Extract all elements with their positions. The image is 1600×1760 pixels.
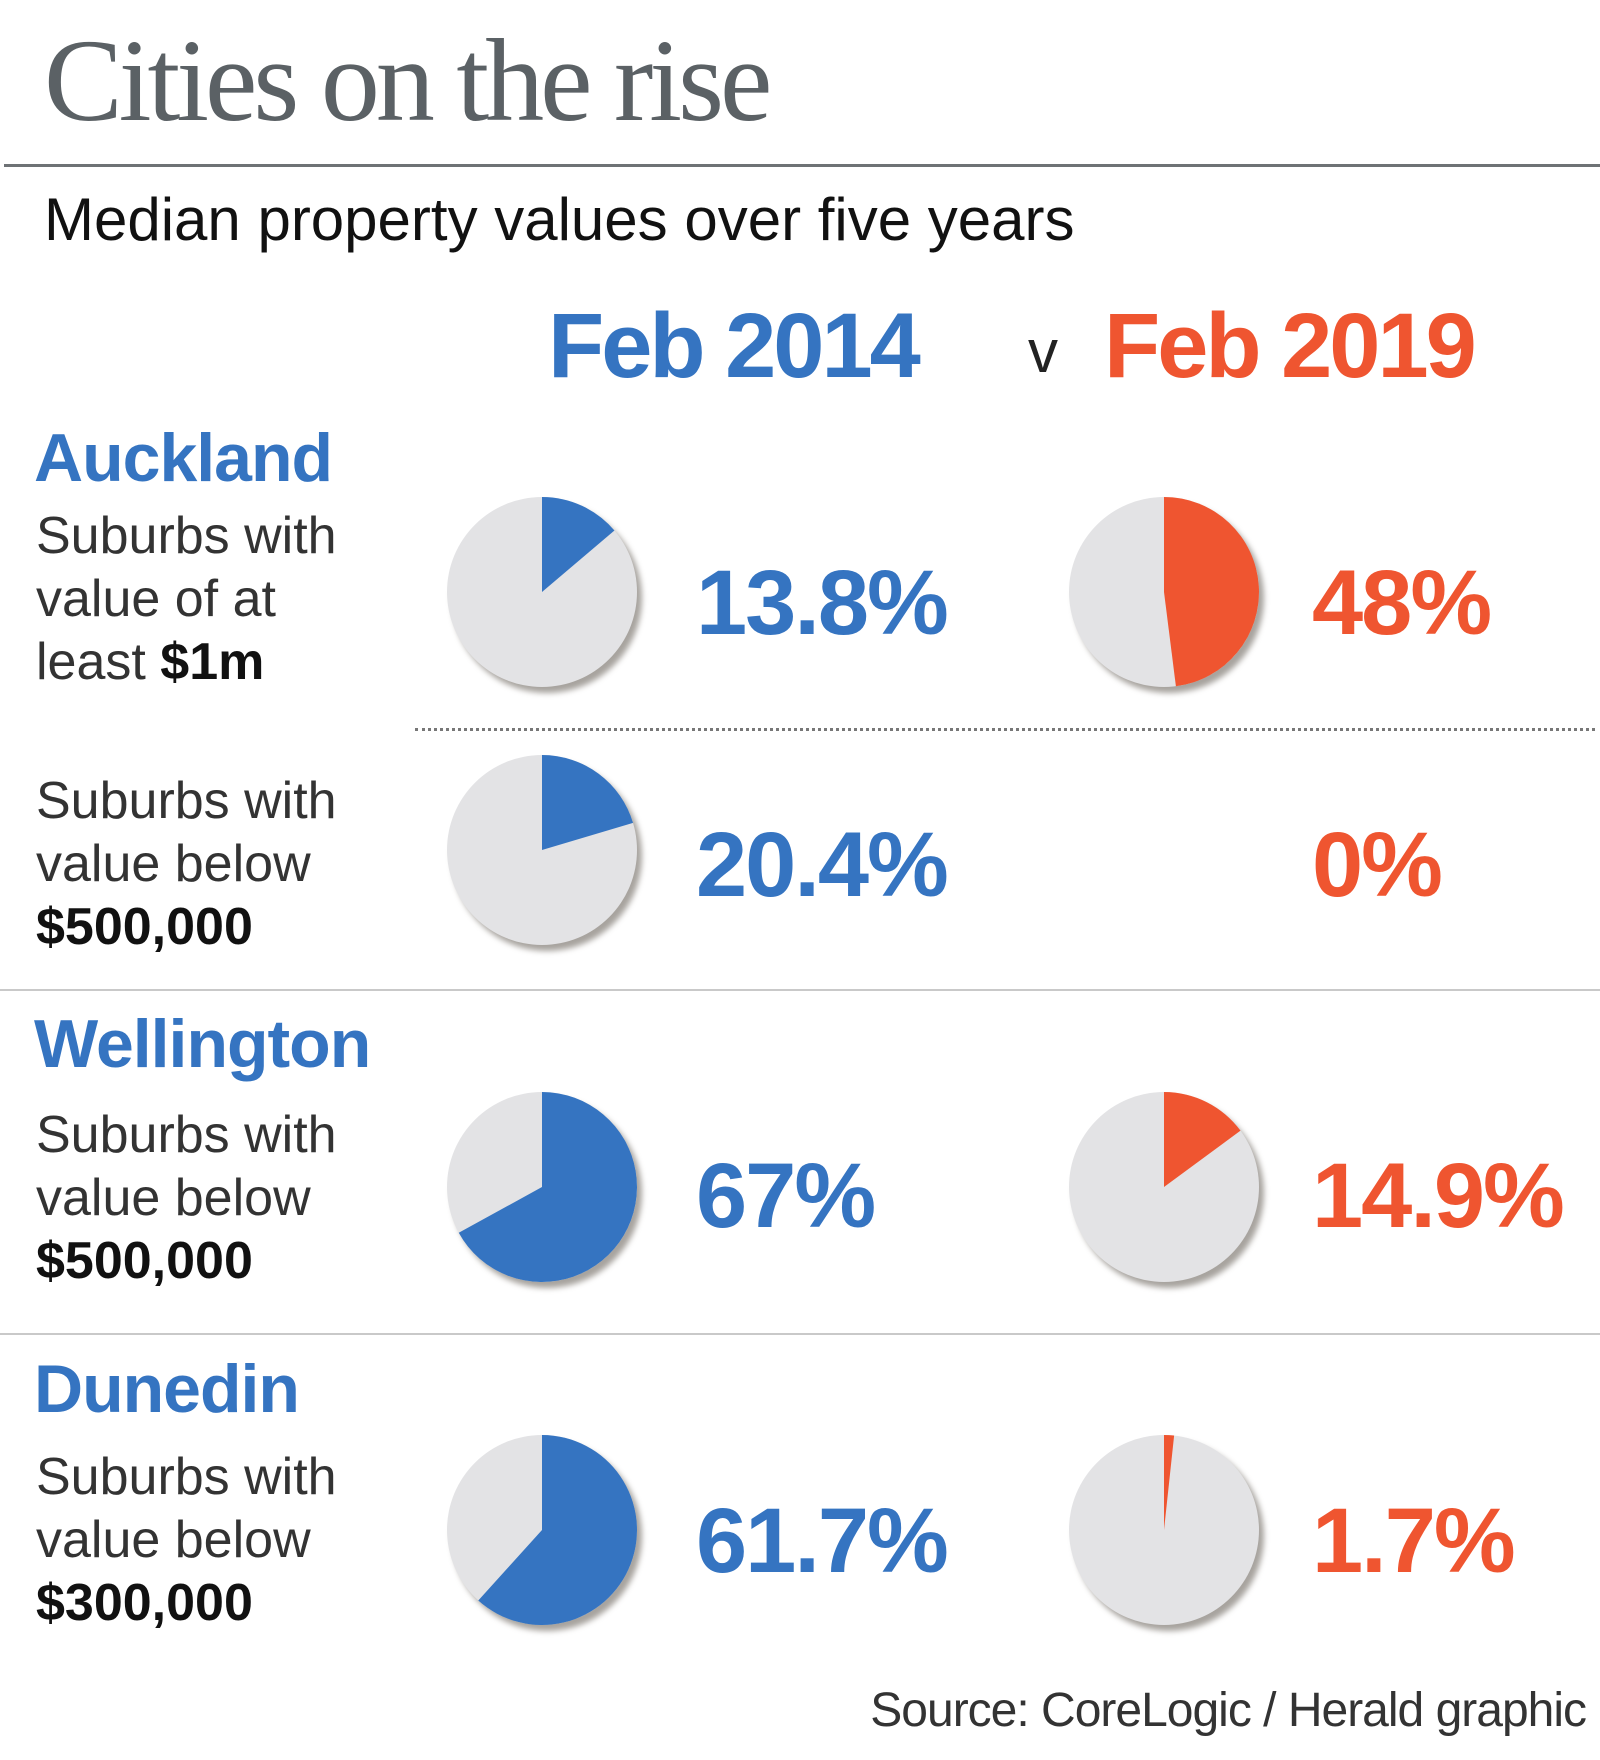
row-description: Suburbs with value of at least $1m bbox=[36, 505, 396, 694]
legend-feb-2014: Feb 2014 bbox=[548, 295, 921, 397]
desc-line: least bbox=[36, 633, 161, 691]
pie-slice bbox=[1164, 1092, 1241, 1187]
value-label-2014: 13.8% bbox=[696, 552, 949, 654]
value-label-2019: 0% bbox=[1312, 814, 1443, 916]
value-label-2014: 20.4% bbox=[696, 814, 949, 916]
row-description: Suburbs with value below $300,000 bbox=[36, 1446, 396, 1635]
desc-line: value below bbox=[36, 1511, 311, 1569]
value-label-2019: 14.9% bbox=[1312, 1145, 1565, 1247]
pie-2014 bbox=[447, 497, 642, 693]
desc-line: Suburbs with bbox=[36, 1448, 337, 1506]
value-label-2019: 1.7% bbox=[1312, 1490, 1516, 1592]
city-wellington: Wellington bbox=[34, 1006, 371, 1082]
pie-2019 bbox=[1069, 497, 1264, 693]
pie-slice bbox=[542, 755, 634, 850]
pie-slice bbox=[458, 1092, 637, 1282]
value-label-2014: 67% bbox=[696, 1145, 876, 1247]
title-divider bbox=[4, 164, 1600, 167]
row-description: Suburbs with value below $500,000 bbox=[36, 770, 396, 959]
desc-line: value below bbox=[36, 835, 311, 893]
desc-threshold: $500,000 bbox=[36, 898, 253, 956]
section-divider bbox=[0, 1333, 1600, 1335]
city-auckland: Auckland bbox=[34, 420, 333, 496]
chart-subtitle: Median property values over five years bbox=[44, 186, 1075, 253]
desc-threshold: $300,000 bbox=[36, 1574, 253, 1632]
dotted-divider bbox=[415, 728, 1595, 731]
desc-line: Suburbs with bbox=[36, 772, 337, 830]
desc-threshold: $500,000 bbox=[36, 1232, 253, 1290]
value-label-2019: 48% bbox=[1312, 552, 1492, 654]
legend-feb-2019: Feb 2019 bbox=[1104, 295, 1477, 397]
pie-slice bbox=[1164, 497, 1260, 687]
desc-line: Suburbs with bbox=[36, 1106, 337, 1164]
section-divider bbox=[0, 989, 1600, 991]
row-description: Suburbs with value below $500,000 bbox=[36, 1104, 396, 1293]
pie-2019 bbox=[1069, 1092, 1264, 1288]
desc-line: value of at bbox=[36, 570, 276, 628]
pie-slice bbox=[1164, 1435, 1175, 1530]
desc-line: value below bbox=[36, 1169, 311, 1227]
desc-threshold: $1m bbox=[160, 633, 265, 691]
city-dunedin: Dunedin bbox=[34, 1351, 300, 1427]
pie-2014 bbox=[447, 1435, 642, 1631]
pie-slice bbox=[478, 1435, 637, 1625]
pie-2019 bbox=[1069, 1435, 1264, 1631]
source-note: Source: CoreLogic / Herald graphic bbox=[870, 1684, 1587, 1737]
desc-line: Suburbs with bbox=[36, 507, 337, 565]
pie-slice bbox=[542, 497, 615, 592]
chart-title: Cities on the rise bbox=[44, 15, 772, 146]
value-label-2014: 61.7% bbox=[696, 1490, 949, 1592]
pie-2014 bbox=[447, 1092, 642, 1288]
pie-2014 bbox=[447, 755, 642, 951]
legend-versus: v bbox=[1028, 318, 1058, 385]
